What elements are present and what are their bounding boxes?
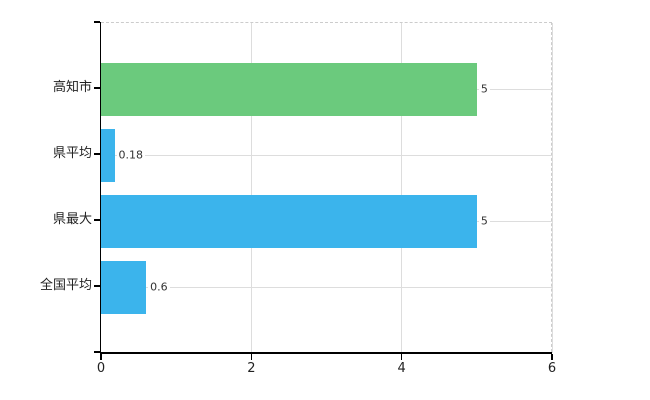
bar	[101, 260, 147, 314]
y-tick	[93, 351, 100, 353]
x-gridline	[250, 23, 252, 353]
bar	[101, 128, 115, 182]
bar-value-label: 5	[478, 82, 490, 96]
bar-value-label: 5	[478, 214, 490, 228]
x-tick	[400, 353, 403, 360]
x-tick	[250, 353, 253, 360]
y-tick	[93, 21, 100, 23]
y-tick	[93, 87, 100, 89]
x-tick	[100, 353, 102, 360]
bar	[101, 62, 477, 116]
x-tick-label: 4	[397, 361, 406, 376]
y-tick	[93, 153, 100, 155]
x-tick	[551, 353, 553, 360]
y-tick	[93, 219, 100, 221]
x-gridline	[551, 23, 553, 353]
x-tick-label: 0	[96, 361, 106, 376]
x-tick-label: 2	[247, 361, 256, 376]
y-tick-label: 県平均	[52, 146, 92, 161]
y-gridline	[101, 154, 552, 156]
y-gridline	[101, 286, 552, 288]
y-axis-line	[99, 22, 101, 352]
y-tick-label: 県最大	[52, 212, 92, 227]
y-tick-label: 全国平均	[39, 278, 92, 293]
y-tick-label: 高知市	[52, 80, 92, 95]
bar-value-label: 0.18	[116, 148, 146, 162]
y-tick	[93, 285, 100, 287]
x-gridline	[401, 23, 403, 353]
x-axis-line	[99, 352, 552, 354]
x-tick-label: 6	[547, 361, 557, 376]
plot-area: 5 0.18 5 0.6	[101, 22, 553, 353]
bar	[101, 194, 477, 248]
bar-value-label: 0.6	[148, 280, 170, 294]
